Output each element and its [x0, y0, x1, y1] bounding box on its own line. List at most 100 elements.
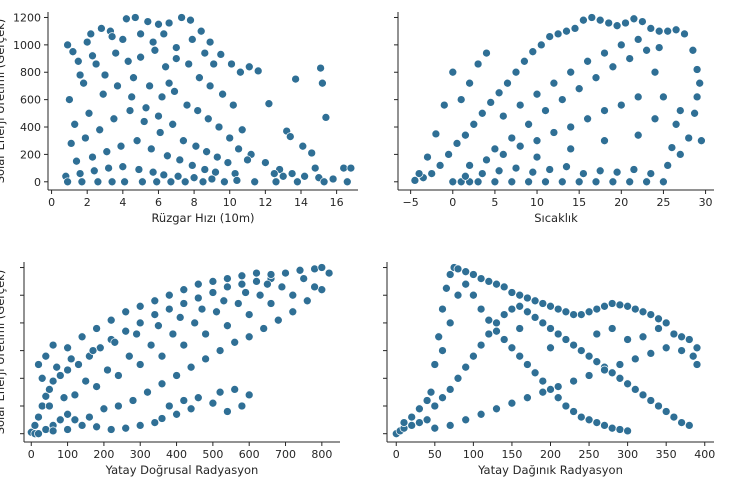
- scatter-point: [100, 70, 110, 80]
- scatter-point: [228, 100, 238, 110]
- scatter-point: [261, 158, 270, 167]
- scatter-point: [193, 293, 203, 303]
- scatter-point: [346, 163, 356, 173]
- scatter-point: [452, 139, 462, 148]
- scatter-point: [494, 166, 504, 176]
- scatter-point: [566, 144, 576, 154]
- scatter-point: [145, 81, 154, 91]
- scatter-point: [223, 407, 232, 416]
- scatter-point: [669, 412, 679, 422]
- scatter-point: [476, 340, 486, 350]
- scatter-point: [72, 156, 81, 166]
- scatter-point: [576, 310, 586, 319]
- scatter-point: [172, 409, 181, 419]
- scatter-point: [515, 351, 525, 361]
- scatter-point: [291, 74, 300, 84]
- scatter-point: [307, 148, 317, 158]
- x-tick-label: 150: [501, 448, 522, 461]
- scatter-point: [92, 382, 101, 391]
- subplot-direct-radiation: 0 100 200 300 400 500 600 700 800 Yatay Doğrusal …: [0, 262, 340, 477]
- scatter-point: [528, 167, 538, 177]
- scatter-point: [499, 335, 509, 344]
- scatter-point: [223, 158, 233, 167]
- scatter-point: [461, 415, 471, 425]
- scatter-point: [494, 88, 504, 98]
- scatter-point: [244, 310, 254, 319]
- x-tick-label: 0: [48, 196, 55, 209]
- scatter-point: [63, 425, 72, 434]
- x-tick-label: 0: [449, 196, 456, 209]
- scatter-point: [697, 136, 706, 146]
- scatter-point: [34, 412, 43, 422]
- scatter-point: [434, 332, 444, 342]
- x-tick-label: 700: [275, 448, 296, 461]
- x-tick-label: 12: [258, 196, 272, 209]
- scatter-point: [212, 307, 221, 317]
- x-tick-label: 100: [463, 448, 484, 461]
- scatter-point: [59, 393, 69, 403]
- scatter-point: [511, 163, 521, 173]
- scatter-point: [288, 290, 298, 300]
- scatter-point: [77, 177, 87, 187]
- scatter-point: [584, 307, 594, 317]
- scatter-point: [302, 296, 312, 306]
- scatter-point: [205, 37, 215, 47]
- scatter-point: [171, 43, 181, 52]
- scatter-point: [430, 360, 440, 369]
- scatter-point: [161, 62, 170, 72]
- scatter-point: [654, 26, 664, 36]
- y-tick-label: 0: [34, 176, 41, 189]
- scatter-point: [324, 268, 334, 278]
- scatter-point: [55, 371, 65, 380]
- scatter-point: [476, 274, 486, 283]
- scatter-point: [175, 313, 185, 322]
- scatter-point: [293, 177, 302, 187]
- scatter-point: [164, 78, 174, 88]
- scatter-point: [288, 307, 298, 317]
- scatter-point: [150, 310, 160, 319]
- scatter-point: [566, 67, 576, 77]
- scatter-point: [574, 177, 584, 187]
- scatter-point: [134, 165, 144, 174]
- scatter-point: [549, 78, 559, 88]
- scatter-point: [45, 401, 54, 411]
- scatter-point: [207, 174, 217, 184]
- scatter-point: [281, 268, 290, 278]
- scatter-point: [277, 282, 287, 292]
- scatter-point: [70, 390, 80, 400]
- scatter-point: [482, 48, 491, 58]
- x-tick-label: 300: [130, 448, 151, 461]
- scatter-point: [684, 421, 694, 430]
- scatter-point: [523, 307, 532, 317]
- scatter-point: [95, 125, 105, 135]
- scatter-point: [122, 14, 131, 24]
- scatter-point: [646, 310, 656, 319]
- scatter-point: [538, 318, 548, 328]
- scatter-point: [473, 177, 483, 187]
- scatter-point: [135, 318, 145, 328]
- scatter-point: [530, 296, 540, 306]
- scatter-point: [561, 335, 571, 344]
- scatter-point: [476, 409, 486, 419]
- scatter-point: [237, 401, 247, 411]
- x-tick-label: 400: [166, 448, 187, 461]
- scatter-point: [399, 418, 409, 427]
- scatter-point: [546, 324, 555, 333]
- scatter-point: [139, 117, 149, 126]
- scatter-point: [342, 177, 352, 187]
- scatter-point: [445, 318, 455, 328]
- scatter-point: [561, 401, 571, 411]
- scatter-point: [208, 398, 218, 408]
- scatter-point: [566, 122, 576, 132]
- scatter-point: [659, 92, 668, 102]
- scatter-point: [490, 144, 500, 154]
- scatter-point: [321, 113, 331, 122]
- scatter-point: [690, 108, 699, 118]
- x-tick-label: 14: [294, 196, 308, 209]
- scatter-point: [179, 299, 189, 308]
- scatter-point: [271, 177, 281, 187]
- scatter-point: [549, 128, 559, 137]
- scatter-point: [179, 136, 188, 146]
- scatter-point: [186, 362, 196, 372]
- scatter-point: [538, 299, 548, 308]
